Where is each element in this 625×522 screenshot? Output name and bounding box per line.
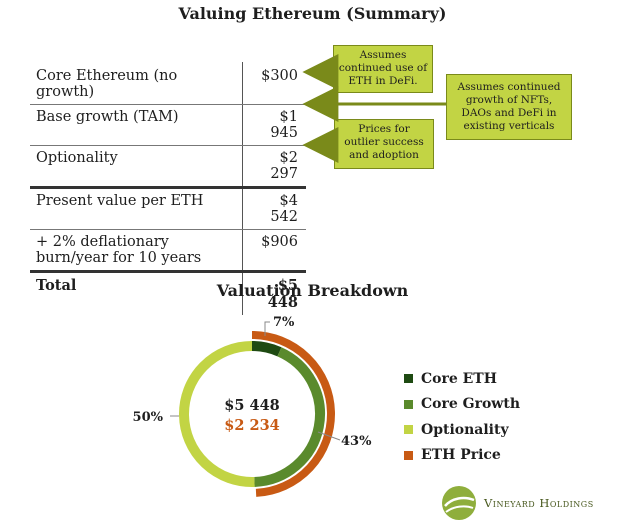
center-total: $5 448 bbox=[224, 397, 280, 414]
valuation-table: Core Ethereum (no growth) $300 Base grow… bbox=[30, 62, 306, 315]
note-growth: Assumes continued growth of NFTs, DAOs a… bbox=[446, 74, 572, 140]
legend-swatch bbox=[404, 425, 413, 435]
legend-item-core-growth: Core Growth bbox=[404, 392, 520, 418]
legend-label: Core Growth bbox=[421, 396, 521, 413]
table-row: Present value per ETH $4 542 bbox=[30, 187, 306, 230]
note-core: Assumes continued use of ETH in DeFi. bbox=[333, 45, 433, 93]
label-43pct: 43% bbox=[341, 434, 372, 449]
table-row: Base growth (TAM) $1 945 bbox=[30, 104, 306, 146]
leader-7pct bbox=[264, 321, 270, 336]
legend-label: ETH Price bbox=[421, 447, 501, 464]
row-value: $906 bbox=[242, 229, 306, 273]
donut-chart bbox=[179, 331, 335, 497]
row-label: Optionality bbox=[30, 145, 243, 189]
row-label: Core Ethereum (no growth) bbox=[30, 62, 243, 105]
table-row-total: Total $5 448 bbox=[30, 271, 306, 315]
legend-swatch bbox=[404, 450, 413, 460]
legend-label: Optionality bbox=[421, 421, 509, 438]
row-label: Base growth (TAM) bbox=[30, 104, 243, 146]
row-value: $4 542 bbox=[242, 187, 306, 230]
row-value: $2 297 bbox=[242, 145, 306, 189]
row-label: Total bbox=[30, 271, 243, 315]
table-row: Core Ethereum (no growth) $300 bbox=[30, 62, 306, 105]
donut-slice-eth-price bbox=[251, 331, 335, 497]
legend-item-core-eth: Core ETH bbox=[404, 366, 520, 392]
donut-slice-core-growth bbox=[254, 347, 325, 487]
brand-name: Vineyard Holdings bbox=[484, 496, 594, 510]
note-optionality: Prices for outlier success and adoption bbox=[334, 119, 434, 169]
center-price: $2 234 bbox=[224, 417, 280, 434]
table-row: Optionality $2 297 bbox=[30, 145, 306, 189]
donut-slice-core-eth bbox=[251, 341, 282, 357]
row-value: $300 bbox=[242, 62, 306, 105]
legend-item-optionality: Optionality bbox=[404, 417, 520, 443]
row-value: $1 945 bbox=[242, 104, 306, 146]
row-label: + 2% deflationary burn/year for 10 years bbox=[30, 229, 243, 273]
row-value: $5 448 bbox=[267, 277, 298, 311]
leader-43pct bbox=[317, 431, 341, 441]
vineyard-leaf-logo-icon bbox=[442, 486, 476, 520]
legend-label: Core ETH bbox=[421, 370, 497, 387]
legend-swatch bbox=[404, 374, 413, 384]
legend-swatch bbox=[404, 399, 413, 409]
table-row: + 2% deflationary burn/year for 10 years… bbox=[30, 229, 306, 273]
chart-title: Valuation Breakdown bbox=[216, 281, 409, 300]
row-label: Present value per ETH bbox=[30, 187, 243, 230]
legend-item-eth-price: ETH Price bbox=[404, 443, 520, 469]
donut-slice-optionality bbox=[179, 341, 255, 487]
label-7pct: 7% bbox=[273, 315, 295, 330]
page-title: Valuing Ethereum (Summary) bbox=[178, 4, 447, 23]
chart-legend: Core ETH Core Growth Optionality ETH Pri… bbox=[404, 366, 520, 468]
brand: Vineyard Holdings bbox=[440, 484, 594, 522]
label-50pct: 50% bbox=[133, 410, 164, 425]
